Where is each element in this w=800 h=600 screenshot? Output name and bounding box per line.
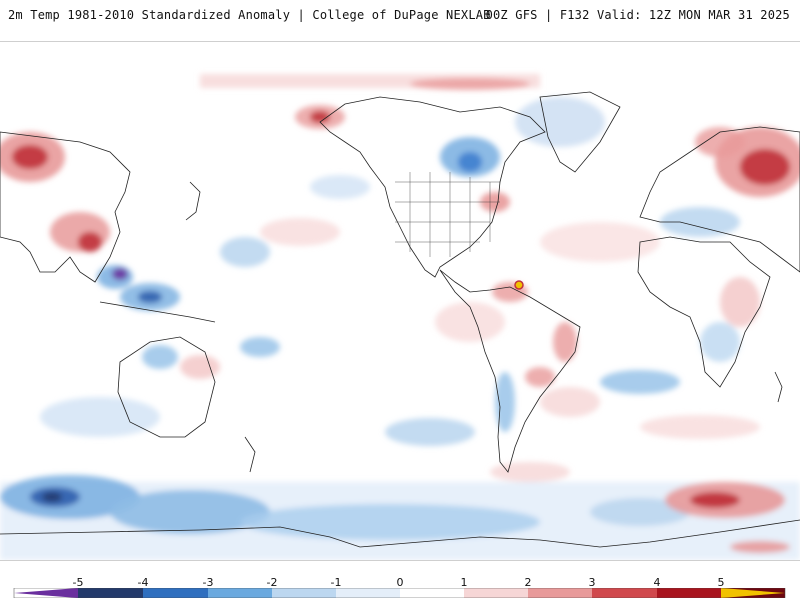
colorbar-tick: -3 bbox=[202, 576, 214, 589]
colorbar-segment bbox=[143, 588, 208, 598]
map-title: 2m Temp 1981-2010 Standardized Anomaly |… bbox=[8, 8, 491, 22]
coastlines bbox=[0, 91, 800, 548]
map-canvas bbox=[0, 74, 800, 560]
model-run-label: 00Z GFS | F132 Valid: 12Z MON MAR 31 202… bbox=[485, 8, 790, 22]
colorbar: -5 -4 -3 -2 -1 0 1 2 3 4 5 bbox=[0, 568, 800, 600]
colorbar-tick: 2 bbox=[524, 576, 532, 589]
state-borders bbox=[395, 172, 500, 257]
colorbar-tick: 1 bbox=[460, 576, 468, 589]
colorbar-tick: 5 bbox=[717, 576, 725, 589]
colorbar-tick: -2 bbox=[266, 576, 278, 589]
colorbar-segment bbox=[400, 588, 464, 598]
colorbar-segment bbox=[657, 588, 721, 598]
colorbar-segment bbox=[528, 588, 592, 598]
colorbar-tick: 0 bbox=[396, 576, 404, 589]
colorbar-tick: -1 bbox=[330, 576, 342, 589]
colorbar-segment bbox=[336, 588, 400, 598]
colorbar-segment bbox=[464, 588, 528, 598]
anomaly-map bbox=[0, 41, 800, 561]
colorbar-segment bbox=[78, 588, 143, 598]
colorbar-tick: 4 bbox=[653, 576, 661, 589]
header: 2m Temp 1981-2010 Standardized Anomaly |… bbox=[0, 0, 800, 30]
colorbar-gradient bbox=[13, 588, 786, 598]
colorbar-segment bbox=[208, 588, 272, 598]
colorbar-segment bbox=[14, 588, 78, 598]
colorbar-tick: -5 bbox=[72, 576, 84, 589]
colorbar-segment bbox=[272, 588, 336, 598]
hotspot-marker bbox=[514, 280, 524, 290]
colorbar-tick: 3 bbox=[588, 576, 596, 589]
anomaly-shading bbox=[0, 74, 800, 560]
colorbar-tick: -4 bbox=[137, 576, 149, 589]
colorbar-segment bbox=[721, 588, 785, 598]
colorbar-segment bbox=[592, 588, 657, 598]
